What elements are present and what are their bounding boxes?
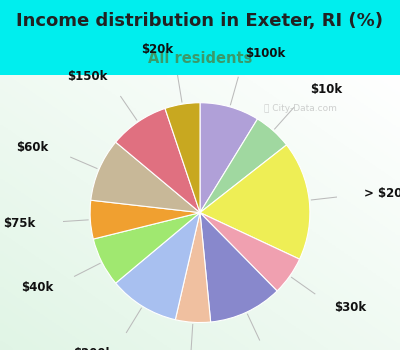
Wedge shape [200, 119, 286, 212]
Text: $40k: $40k [21, 281, 53, 294]
Wedge shape [93, 212, 200, 283]
Wedge shape [200, 212, 277, 322]
Text: $20k: $20k [141, 43, 174, 56]
Text: $150k: $150k [67, 70, 107, 83]
Text: $200k: $200k [74, 346, 114, 350]
Wedge shape [116, 212, 200, 320]
Text: > $200k: > $200k [364, 188, 400, 201]
Text: Ⓜ City-Data.com: Ⓜ City-Data.com [264, 104, 336, 113]
Text: $75k: $75k [3, 217, 36, 230]
Wedge shape [175, 212, 211, 323]
Wedge shape [91, 142, 200, 212]
Text: All residents: All residents [148, 51, 252, 66]
Text: $60k: $60k [16, 141, 48, 154]
Wedge shape [116, 108, 200, 212]
Wedge shape [200, 212, 300, 291]
Text: Income distribution in Exeter, RI (%): Income distribution in Exeter, RI (%) [16, 12, 384, 30]
Wedge shape [165, 103, 200, 212]
Text: $30k: $30k [335, 301, 367, 314]
Text: $10k: $10k [310, 83, 342, 96]
Wedge shape [90, 200, 200, 239]
Wedge shape [200, 103, 258, 212]
Text: $100k: $100k [245, 48, 285, 61]
Wedge shape [200, 145, 310, 259]
